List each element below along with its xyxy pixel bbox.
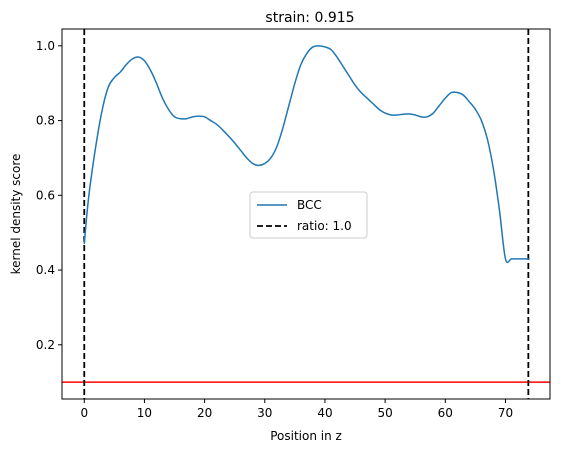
plot-frame [61, 28, 551, 400]
y-tick-label: 0.6 [36, 188, 55, 202]
legend: BCC ratio: 1.0 [249, 191, 368, 239]
bcc-series-line [83, 45, 530, 264]
x-tick-label: 40 [317, 406, 332, 420]
x-tick-label: 60 [438, 406, 453, 420]
lines-layer [62, 29, 550, 399]
y-tick-label: 0.2 [36, 338, 55, 352]
chart-title: strain: 0.915 [265, 10, 354, 26]
y-tick-label: 0.8 [36, 114, 55, 128]
y-axis-label: kernel density score [9, 154, 23, 275]
x-tick-label: 50 [377, 406, 392, 420]
legend-bcc-label: BCC [297, 198, 322, 212]
x-axis-label: Position in z [270, 429, 342, 443]
ticks-layer: 0 10 20 30 40 50 60 70 0.2 0.4 0.6 0.8 1.0 [36, 39, 513, 420]
x-tick-label: 0 [80, 406, 88, 420]
x-tick-label: 10 [137, 406, 152, 420]
x-tick-label: 30 [257, 406, 272, 420]
y-tick-label: 1.0 [36, 39, 55, 53]
x-tick-label: 20 [197, 406, 212, 420]
legend-ratio-label: ratio: 1.0 [297, 219, 352, 233]
x-tick-label: 70 [498, 406, 513, 420]
y-tick-label: 0.4 [36, 263, 55, 277]
